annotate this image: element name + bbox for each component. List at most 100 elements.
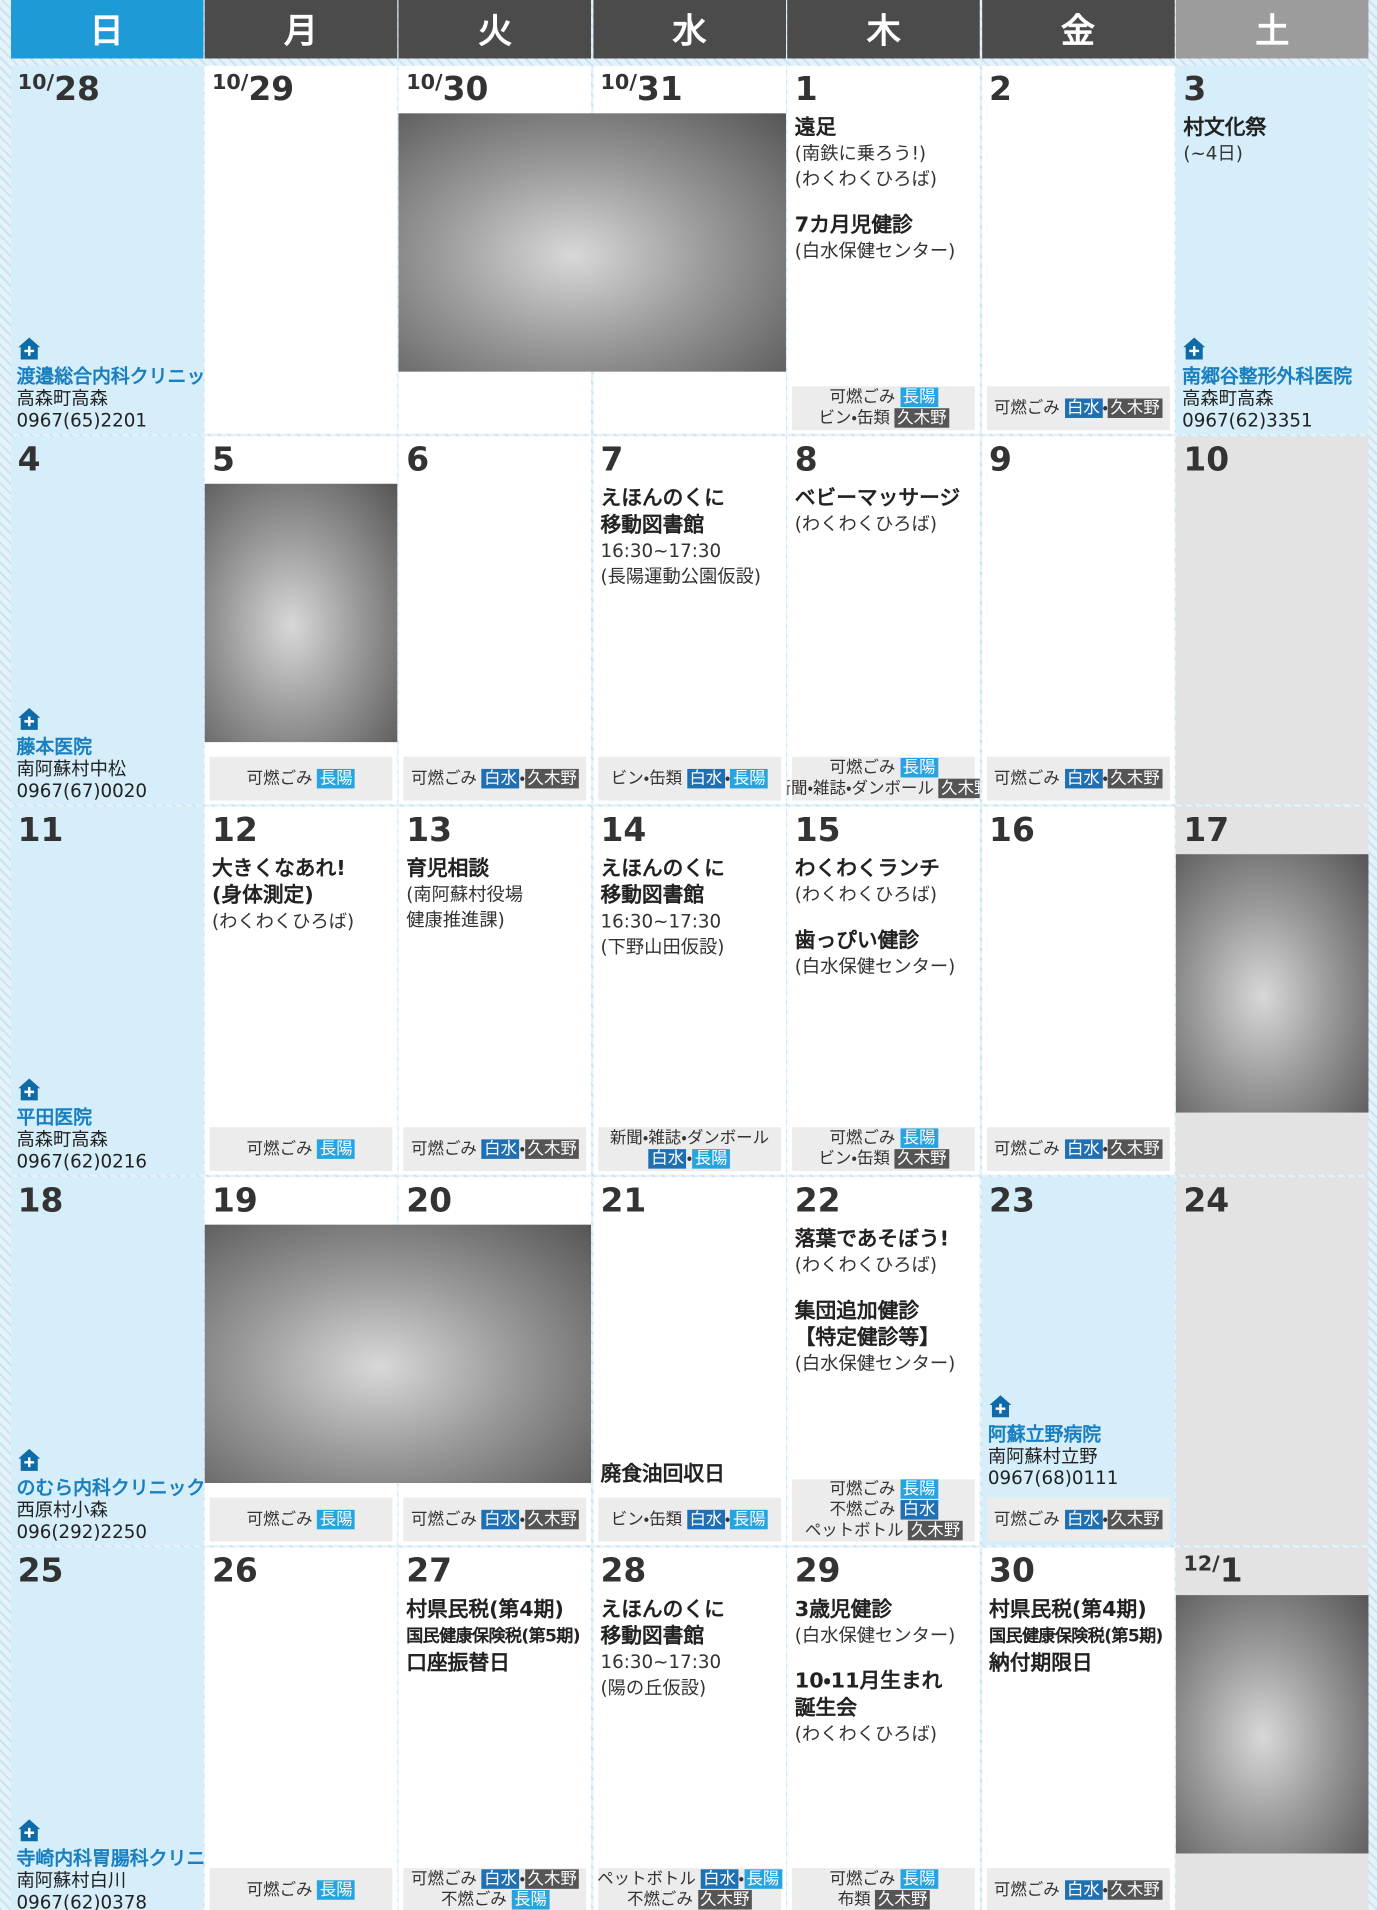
weekday-header: 金 bbox=[981, 0, 1175, 59]
date-day: 11 bbox=[17, 811, 64, 850]
garbage-box: ビン・缶類 白水・長陽 bbox=[598, 756, 781, 801]
event-note: (南阿蘇村役場 bbox=[406, 883, 524, 906]
event-title: 落葉であそぼう! bbox=[794, 1227, 950, 1252]
day-cell: 16 可燃ごみ 白水・久木野 bbox=[981, 806, 1175, 1175]
event-title: 遠足 bbox=[794, 115, 837, 141]
garbage-line: 布類 久木野 bbox=[838, 1890, 930, 1910]
events: 落葉であそぼう! (わくわくひろば) 集団追加健診 【特定健診等】 (白水保健センター) bbox=[795, 1226, 978, 1397]
date-day: 17 bbox=[1183, 811, 1230, 850]
date-day: 16 bbox=[989, 811, 1035, 850]
garbage-line: ビン・缶類 久木野 bbox=[818, 1149, 949, 1170]
date-month: 10/ bbox=[600, 70, 637, 96]
date-day: 29 bbox=[248, 70, 295, 109]
date: 24 bbox=[1183, 1182, 1229, 1220]
events: 村県民税(第4期) 国民健康保険税(第5期) 納付期限日 bbox=[989, 1596, 1172, 1696]
date: 7 bbox=[600, 441, 623, 479]
garbage-line: 可燃ごみ 長陽 bbox=[830, 1479, 938, 1500]
event-title: 3歳児健診 bbox=[794, 1597, 893, 1622]
event-title: 歯っぴい健診 bbox=[794, 928, 920, 953]
hospital-name: 阿蘇立野病院 bbox=[987, 1423, 1102, 1446]
date: 4 bbox=[18, 441, 41, 479]
garbage-text: 可燃ごみ bbox=[829, 757, 896, 778]
garbage-text: 可燃ごみ bbox=[829, 1869, 896, 1889]
event-title: えほんのくに bbox=[600, 486, 725, 511]
garbage-text: 可燃ごみ bbox=[993, 1879, 1060, 1900]
garbage-text: ・ bbox=[724, 1509, 731, 1529]
garbage-area: 久木野 bbox=[525, 1869, 580, 1889]
garbage-text: ・ bbox=[1102, 397, 1108, 418]
day-cell: 15 わくわくランチ (わくわくひろば) 歯っぴい健診 (白水保健センター) 可燃ごみ 長陽… bbox=[787, 806, 981, 1175]
event-note: (わくわくひろば) bbox=[211, 910, 355, 933]
date: 25 bbox=[18, 1552, 64, 1590]
garbage-line: ペットボトル 久木野 bbox=[805, 1520, 963, 1542]
hospital-icon bbox=[1183, 337, 1206, 360]
garbage-area: 白水 bbox=[687, 1509, 725, 1529]
photo bbox=[204, 1224, 592, 1484]
garbage-line: 新聞・雑誌・ダンボール bbox=[610, 1128, 769, 1149]
garbage-line: 不燃ごみ 白水 bbox=[830, 1500, 938, 1521]
garbage-line: 可燃ごみ 長陽 bbox=[830, 1128, 938, 1149]
weekday-header: 火 bbox=[398, 0, 592, 59]
date-day: 14 bbox=[600, 811, 647, 850]
date: 28 bbox=[600, 1552, 646, 1590]
date-day: 10 bbox=[1183, 441, 1230, 479]
photo bbox=[1176, 854, 1369, 1113]
garbage-line: 可燃ごみ 長陽 bbox=[247, 1138, 356, 1160]
garbage-area: 長陽 bbox=[730, 1509, 769, 1529]
hospital-phone: 0967(68)0111 bbox=[987, 1467, 1119, 1490]
hospital-icon bbox=[17, 1448, 40, 1471]
date-day: 21 bbox=[600, 1182, 647, 1220]
garbage-text: 可燃ごみ bbox=[829, 387, 896, 408]
weekday-header: 木 bbox=[787, 0, 981, 59]
event-title: 村文化祭 bbox=[1183, 115, 1267, 141]
garbage-text: 可燃ごみ bbox=[246, 1879, 313, 1900]
weekday-header: 日 bbox=[10, 0, 203, 59]
hospital-icon bbox=[17, 337, 40, 360]
date: 8 bbox=[795, 441, 818, 479]
garbage-line: 可燃ごみ 長陽 bbox=[247, 1509, 356, 1530]
garbage-line: 白水・長陽 bbox=[648, 1149, 731, 1170]
event-title: 育児相談 bbox=[406, 856, 490, 882]
garbage-text: ・ bbox=[519, 1138, 526, 1159]
events: えほんのくに 移動図書館 16:30~17:30 (下野山田仮設) bbox=[600, 855, 783, 979]
date: 10/30 bbox=[406, 71, 488, 109]
events: えほんのくに 移動図書館 16:30~17:30 (陽の丘仮設) bbox=[600, 1596, 783, 1720]
garbage-box: ビン・缶類 白水・長陽 bbox=[598, 1497, 781, 1542]
garbage-line: 可燃ごみ 白水・久木野 bbox=[411, 1138, 580, 1160]
events: 育児相談 (南阿蘇村役場 健康推進課) bbox=[406, 855, 589, 952]
event: 遠足 (南鉄に乗ろう!) (わくわくひろば) bbox=[795, 115, 978, 193]
event-title: 大きくなあれ! bbox=[211, 856, 346, 882]
date-day: 22 bbox=[794, 1182, 841, 1220]
date-day: 30 bbox=[989, 1552, 1035, 1591]
event-title: 口座振替日 bbox=[406, 1651, 510, 1676]
date-day: 8 bbox=[794, 441, 818, 479]
garbage-line: 可燃ごみ 長陽 bbox=[830, 1869, 938, 1890]
event-title: 国民健康保険税(第5期) bbox=[989, 1626, 1163, 1647]
garbage-box: 新聞・雑誌・ダンボール 白水・長陽 bbox=[598, 1127, 781, 1172]
weekday-header: 土 bbox=[1176, 0, 1369, 59]
day-cell: 23 阿蘇立野病院 南阿蘇村立野 0967(68)0111 可燃ごみ 白水・久木野 bbox=[981, 1177, 1175, 1546]
day-cell: 13 育児相談 (南阿蘇村役場 健康推進課) 可燃ごみ 白水・久木野 bbox=[398, 806, 592, 1175]
garbage-line: 可燃ごみ 白水・久木野 bbox=[993, 1879, 1163, 1901]
event-note: (南鉄に乗ろう!) bbox=[794, 142, 927, 165]
garbage-area: 白水 bbox=[481, 768, 520, 788]
date: 15 bbox=[795, 812, 841, 850]
date-day: 2 bbox=[989, 70, 1012, 109]
event-title: (身体測定) bbox=[211, 883, 314, 908]
day-cell: 11 平田医院 高森町高森 0967(62)0216 bbox=[10, 806, 203, 1175]
event-title: 移動図書館 bbox=[600, 513, 705, 538]
event-title: 村県民税(第4期) bbox=[989, 1597, 1147, 1622]
event: 大きくなあれ! (身体測定) (わくわくひろば) bbox=[212, 855, 395, 934]
event-title: 10・11月生まれ bbox=[794, 1669, 943, 1694]
garbage-text: 可燃ごみ bbox=[411, 1509, 477, 1529]
day-cell: 29 3歳児健診 (白水保健センター) 10・11月生まれ 誕生会 (わくわくひろば) 可燃… bbox=[787, 1547, 981, 1910]
garbage-box: 可燃ごみ 長陽 ビン・缶類 久木野 bbox=[792, 386, 976, 431]
date-day: 29 bbox=[794, 1552, 841, 1591]
day-cell: 22 落葉であそぼう! (わくわくひろば) 集団追加健診 【特定健診等】 (白水保健センタ… bbox=[787, 1177, 981, 1546]
date-day: 19 bbox=[211, 1182, 258, 1220]
date: 6 bbox=[406, 441, 429, 479]
event-title: 国民健康保険税(第5期) bbox=[406, 1626, 580, 1647]
date-day: 5 bbox=[211, 441, 235, 479]
date-day: 27 bbox=[406, 1552, 453, 1591]
